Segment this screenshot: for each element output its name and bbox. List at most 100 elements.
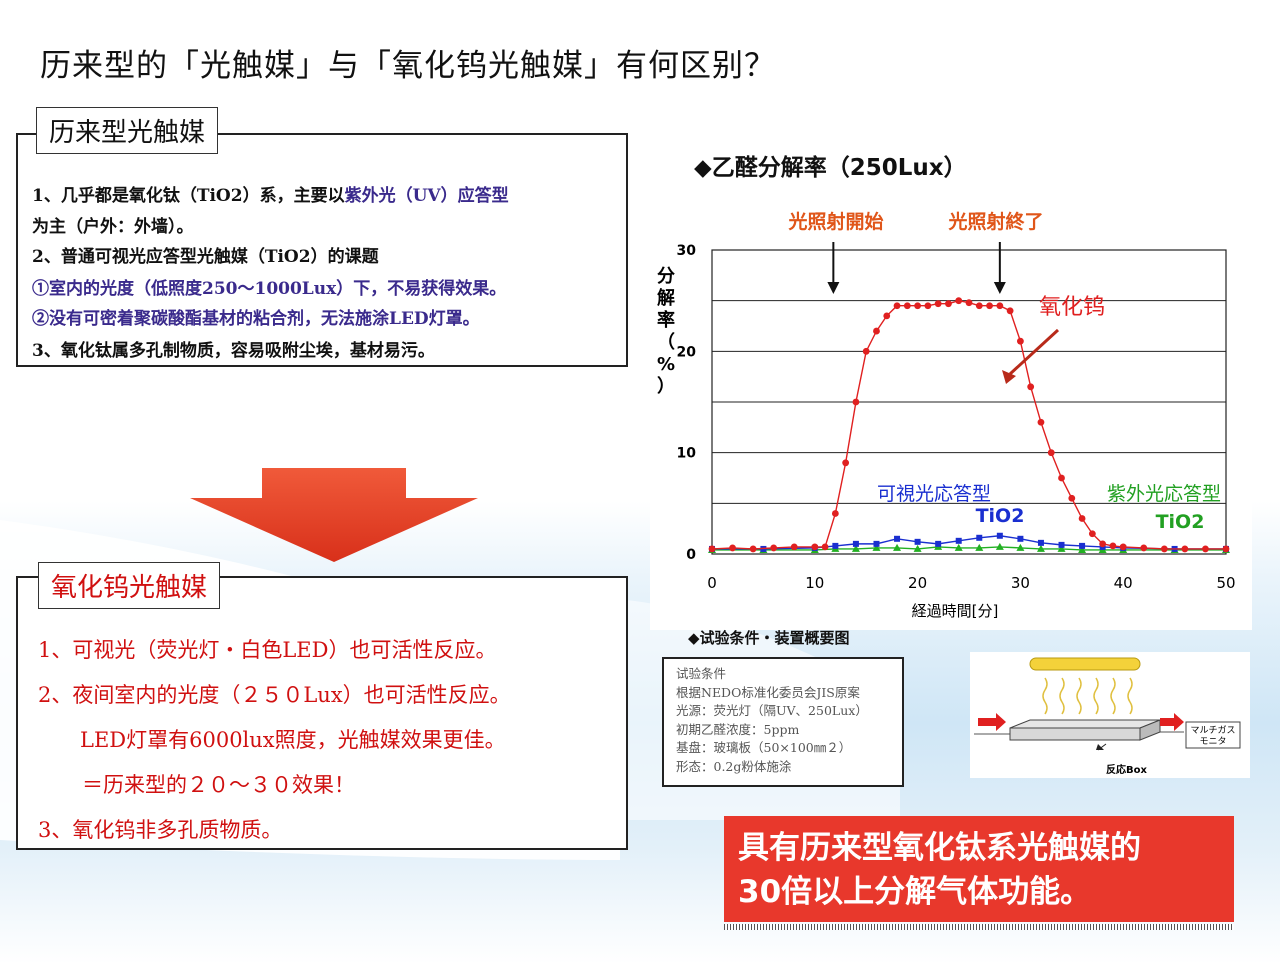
conclusion-banner: 具有历来型氧化钛系光触媒的 30倍以上分解气体功能。 (724, 816, 1234, 930)
banner-ruler (724, 924, 1234, 930)
data-point (852, 540, 859, 547)
condition-line: 试验条件 (676, 666, 727, 681)
page-title: 历来型的「光触媒」与「氧化钨光触媒」有何区别？ (40, 48, 776, 84)
data-point (1006, 307, 1014, 315)
data-point (893, 302, 901, 310)
data-point (1088, 530, 1096, 538)
series-line (712, 546, 1226, 551)
annotation-light-end: 光照射終了 (947, 210, 1043, 233)
data-point (1047, 449, 1055, 457)
data-point (872, 543, 881, 551)
x-tick-label: 10 (805, 574, 824, 592)
data-point (749, 545, 757, 553)
data-point (1140, 544, 1148, 552)
box2-line-5: 3、氧化钨非多孔质物质。 (38, 818, 283, 842)
data-point (894, 535, 901, 542)
box1-line-5: ②没有可密着聚碳酸酯基材的粘合剂，无法施涂LED灯罩。 (32, 309, 480, 329)
x-tick-label: 40 (1114, 574, 1133, 592)
conditions-subtitle: ◆试验条件・装置概要图 (688, 629, 850, 647)
data-point (811, 543, 819, 551)
data-point (954, 543, 963, 551)
chart-area: 0 10 20 30 0 10 20 30 40 50 経過時間[分] 分解率（%） 光照射開始 光照射終… (650, 202, 1252, 630)
data-point (975, 302, 983, 310)
data-point (883, 312, 891, 320)
x-tick-label: 0 (707, 574, 717, 592)
data-point (1036, 544, 1045, 552)
reaction-box-icon (1009, 719, 1161, 729)
y-axis-label-char: （ (657, 332, 675, 353)
outlet-arrow-icon (1160, 713, 1184, 731)
annotation-arrow-head (827, 282, 840, 294)
data-point (935, 540, 942, 547)
data-point (852, 398, 860, 406)
data-point (1037, 418, 1045, 426)
data-point (1160, 545, 1168, 553)
data-point (1222, 545, 1230, 553)
series-line (711, 299, 1226, 550)
box2-line-4: ＝历来型的２０～３０效果！ (82, 773, 355, 797)
apparatus-diagram: マルチガス モニタ 反応Box (970, 652, 1250, 778)
condition-line: 初期乙醛浓度：5ppm (676, 721, 800, 737)
data-point (1068, 494, 1076, 502)
data-point (955, 537, 962, 544)
series-label-uv: 紫外光応答型 (1107, 483, 1221, 505)
data-point (913, 544, 922, 552)
annotation-arrow-head (993, 282, 1006, 294)
box2-line-1: 1、可视光（荧光灯・白色LED）也可活性反应。 (38, 638, 497, 662)
y-axis-label-char: % (657, 354, 675, 375)
box1-line-4: ①室内的光度（低照度250～1000Lux）下，不易获得效果。 (32, 279, 507, 299)
data-point (955, 297, 963, 305)
x-tick-label: 50 (1216, 574, 1235, 592)
banner-line-1: 具有历来型氧化钛系光触媒的 (738, 830, 1141, 866)
data-point (893, 543, 902, 551)
y-axis-label-char: 解 (657, 287, 675, 309)
condition-line: 基盘：玻璃板（50×100㎜２） (676, 740, 852, 755)
data-point (729, 544, 736, 552)
data-point (851, 544, 860, 552)
data-point (1079, 542, 1086, 549)
data-point (873, 327, 880, 335)
condition-line: 光源：荧光灯（隔UV、250Lux） (676, 703, 868, 718)
data-point (862, 347, 870, 355)
x-tick-label: 20 (908, 574, 927, 592)
test-conditions-box: 试验条件 根据NEDO标准化委员会JIS原案 光源：荧光灯（隔UV、250Lux… (662, 657, 904, 787)
data-point (1037, 539, 1044, 546)
gas-monitor-label: マルチガス (1190, 725, 1235, 736)
data-point (975, 543, 984, 551)
data-point (995, 542, 1004, 550)
data-point (945, 300, 952, 308)
data-point (914, 302, 921, 310)
data-point (1078, 515, 1086, 522)
chart-title: ◆乙醛分解率（250Lux） (694, 155, 967, 181)
data-point (1119, 543, 1127, 551)
data-point (1181, 545, 1189, 553)
x-axis-label: 経過時間[分] (912, 602, 999, 620)
data-point (832, 542, 839, 549)
lamp-icon (1029, 657, 1141, 671)
light-rays (1042, 677, 1133, 715)
data-point (708, 545, 716, 553)
data-point (965, 299, 973, 307)
condition-line: 形态：0.2g粉体施涂 (676, 758, 792, 774)
data-point (873, 540, 880, 547)
y-axis-label-char: 分 (657, 266, 675, 287)
acetaldehyde-decomposition-chart: 0 10 20 30 0 10 20 30 40 50 経過時間[分] 分解率（%） 光照射開始 光照射終… (657, 210, 1236, 620)
box1-line-1: 1、几乎都是氧化钛（TiO2）系，主要以紫外光（UV）应答型 (32, 186, 509, 206)
gas-monitor-icon (1185, 721, 1241, 749)
box1-label: 历来型光触媒 (36, 107, 219, 154)
data-point (1027, 383, 1035, 391)
box1-line-6: 3、氧化钛属多孔制物质，容易吸附尘埃，基材易污。 (32, 341, 435, 361)
annotation-light-start: 光照射開始 (787, 210, 883, 233)
series-line (712, 535, 1226, 550)
data-point (1016, 543, 1025, 551)
data-point (1058, 541, 1065, 548)
y-tick-label: 0 (686, 547, 696, 563)
y-axis-label-char: ） (657, 376, 675, 397)
data-point (1058, 474, 1065, 482)
data-point (996, 532, 1003, 539)
series-label-visible-tio2: TiO2 (976, 505, 1025, 527)
down-arrow-icon (190, 468, 478, 562)
data-point (831, 510, 839, 517)
box1-line-2: 为主（户外：外墙）。 (32, 217, 194, 237)
data-point (934, 300, 942, 308)
